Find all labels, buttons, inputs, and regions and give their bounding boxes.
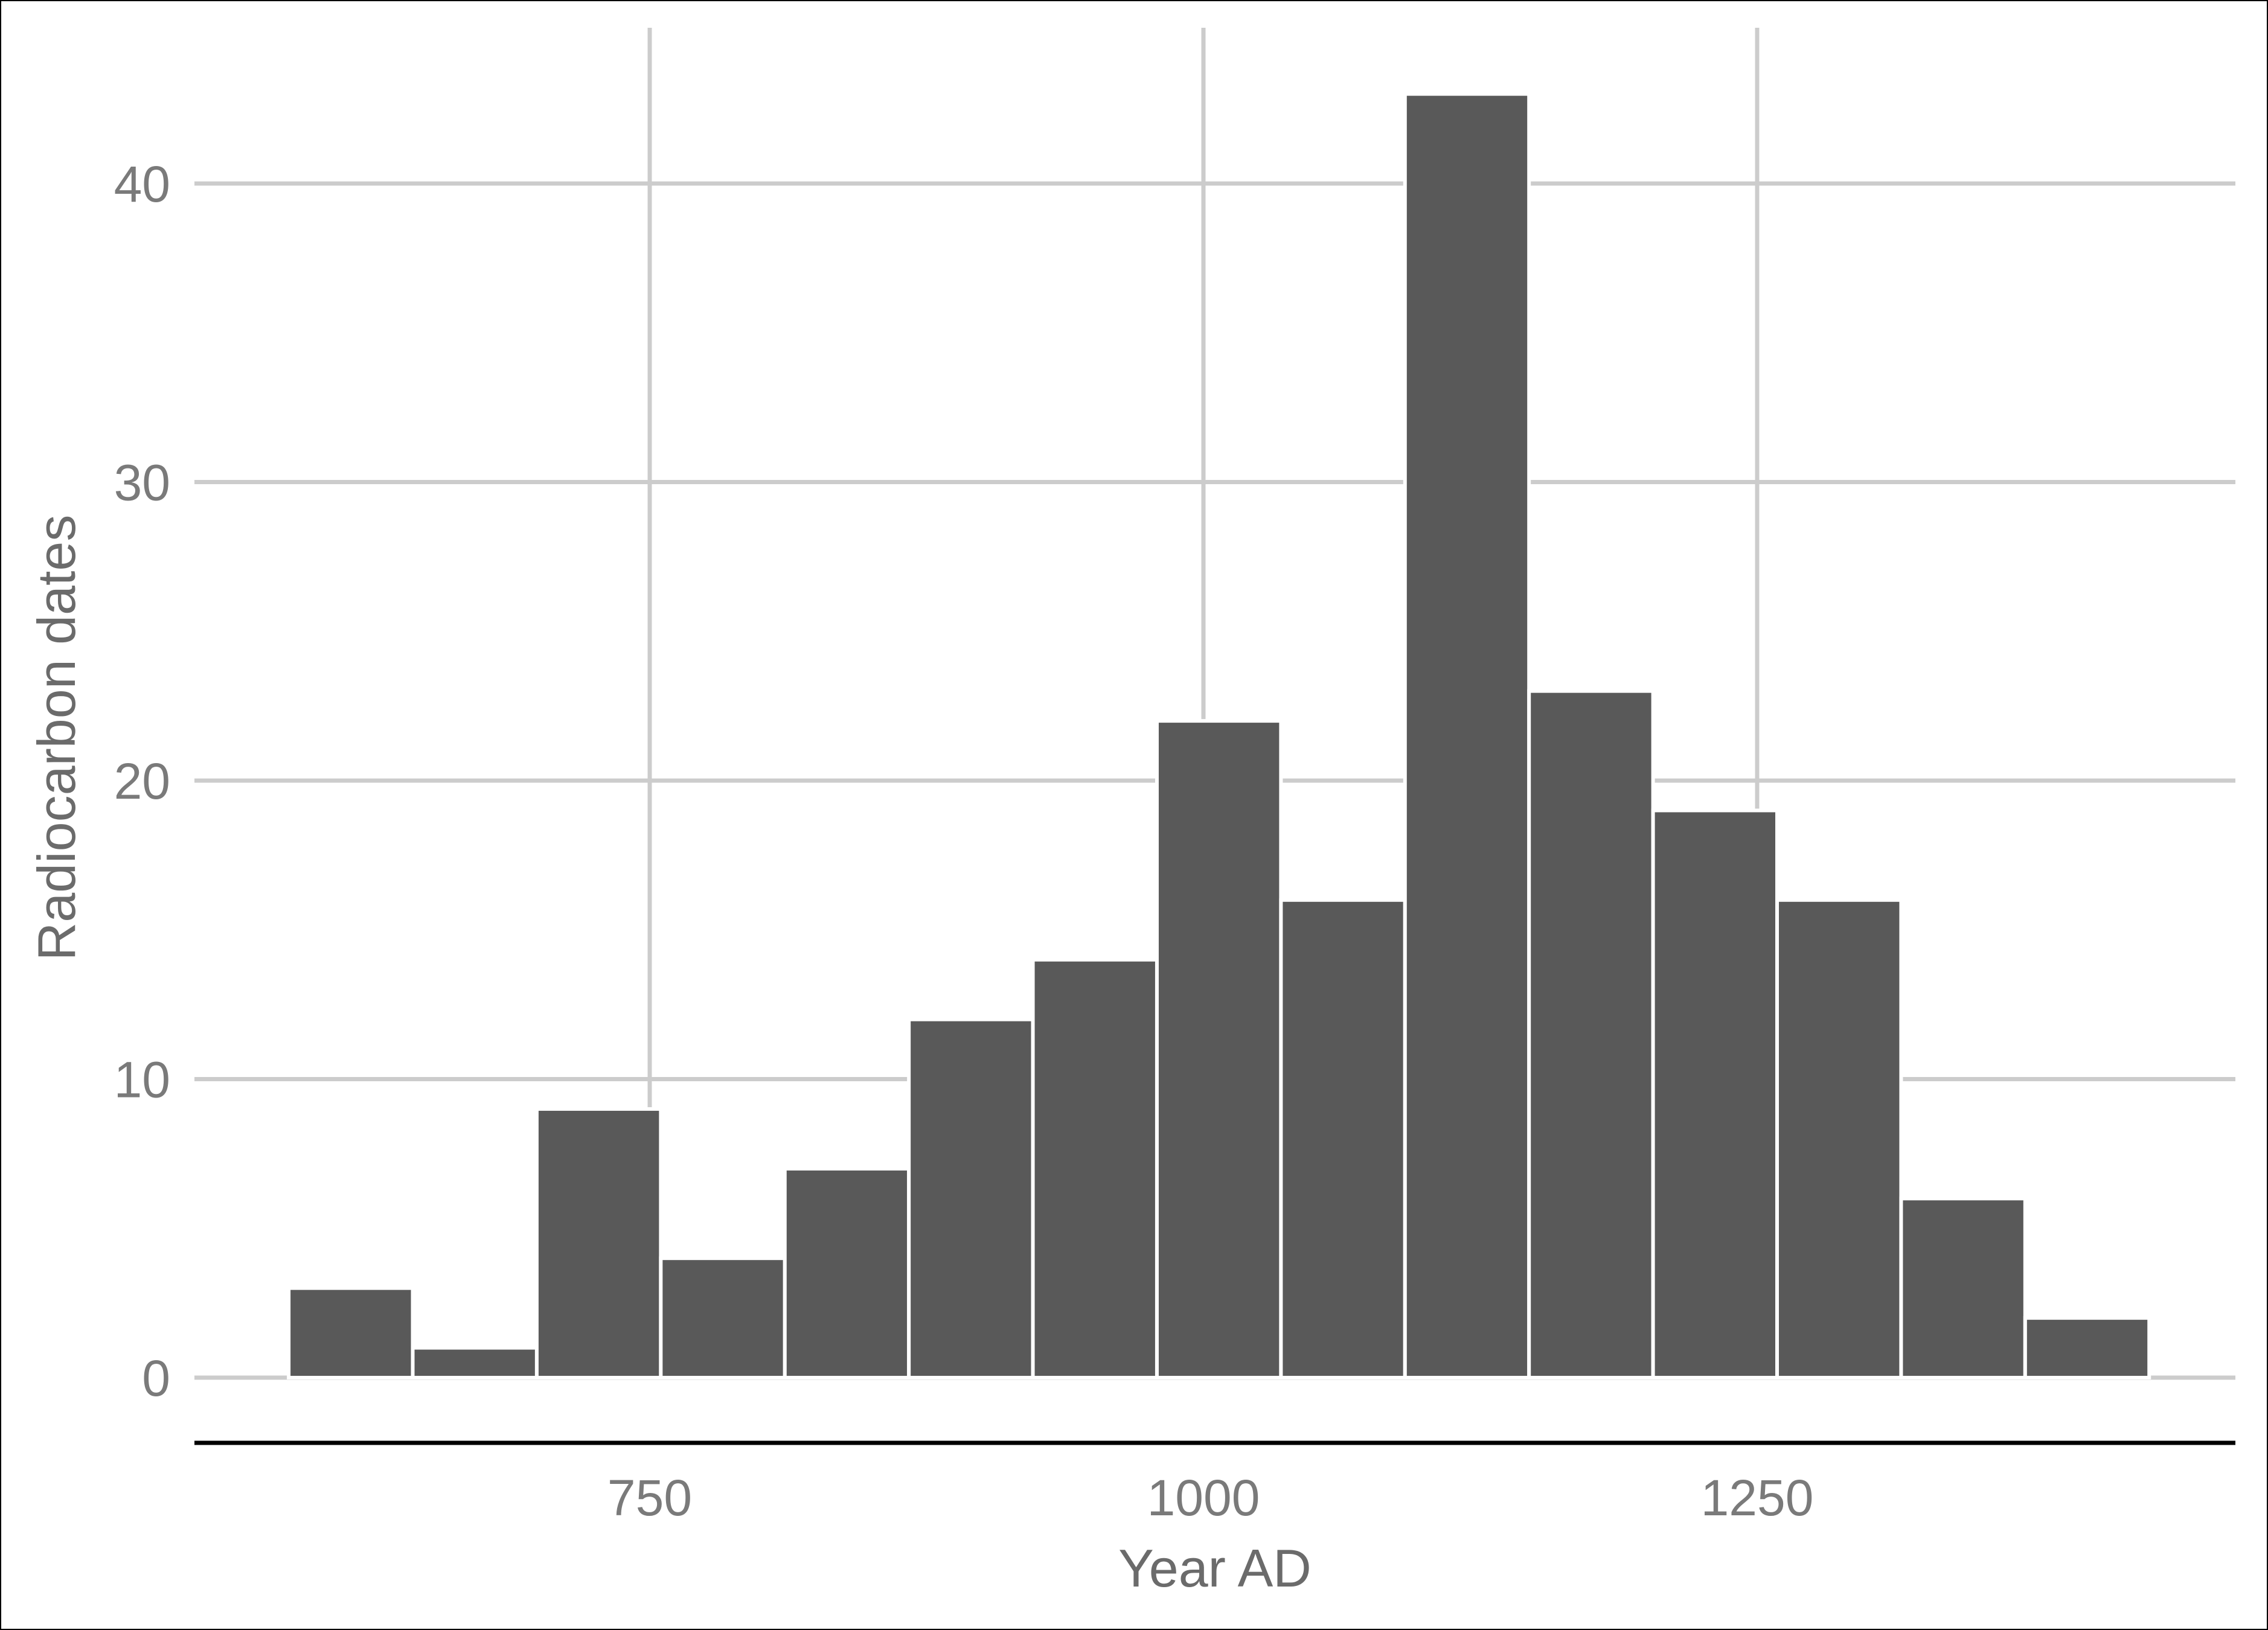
histogram-bar: [907, 1017, 1035, 1379]
y-tick-label: 40: [114, 156, 170, 213]
histogram-bar: [659, 1256, 787, 1379]
histogram-bar: [1279, 898, 1407, 1380]
x-tick-label: 1000: [1147, 1469, 1260, 1526]
histogram-bar: [534, 1107, 663, 1379]
y-axis-ticks: 0 10 20 30 40: [114, 156, 170, 1407]
histogram-bar: [1155, 719, 1283, 1379]
histogram-bar: [2023, 1316, 2151, 1380]
histogram-bar: [1527, 689, 1655, 1379]
histogram-bar: [1031, 957, 1159, 1379]
y-tick-label: 0: [142, 1350, 170, 1407]
x-axis-ticks: 750 1000 1250: [607, 1469, 1814, 1526]
histogram-bar: [1775, 898, 1903, 1380]
x-tick-label: 1250: [1701, 1469, 1814, 1526]
y-tick-label: 30: [114, 455, 170, 511]
y-axis-title: Radiocarbon dates: [27, 515, 86, 961]
bars: [287, 92, 2151, 1380]
histogram-bar: [783, 1166, 911, 1379]
x-axis-title: Year AD: [1118, 1538, 1312, 1598]
y-tick-label: 10: [114, 1052, 170, 1108]
histogram-bar: [287, 1286, 415, 1379]
y-tick-label: 20: [114, 753, 170, 810]
x-tick-label: 750: [607, 1469, 692, 1526]
histogram-bar: [1651, 808, 1779, 1379]
histogram-bar: [1899, 1197, 2027, 1380]
histogram-bar: [1403, 92, 1531, 1380]
histogram-bar: [411, 1346, 539, 1380]
